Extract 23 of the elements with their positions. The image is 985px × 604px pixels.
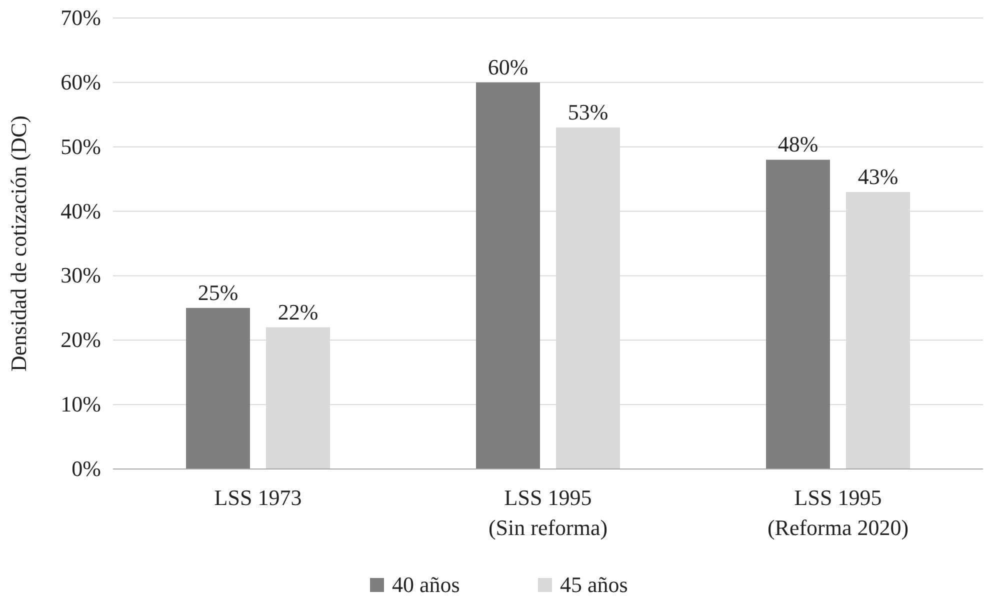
legend-label: 40 años bbox=[392, 572, 460, 597]
data-label: 53% bbox=[568, 100, 608, 125]
x-tick-label: LSS 1973 bbox=[214, 485, 302, 510]
data-label: 25% bbox=[198, 280, 238, 305]
data-label: 22% bbox=[278, 299, 318, 324]
y-axis-title: Densidad de cotización (DC) bbox=[6, 116, 31, 372]
y-tick-label: 0% bbox=[72, 456, 101, 481]
x-tick-label: LSS 1995 (Reforma 2020) bbox=[767, 485, 909, 540]
bar bbox=[476, 82, 540, 469]
y-tick-label: 10% bbox=[60, 392, 101, 417]
y-tick-label: 30% bbox=[60, 262, 101, 288]
data-label: 48% bbox=[778, 132, 818, 157]
x-tick-label: LSS 1995 (Sin reforma) bbox=[488, 485, 608, 540]
legend-label: 45 años bbox=[560, 572, 628, 597]
y-tick-label: 20% bbox=[60, 327, 101, 352]
y-tick-label: 70% bbox=[60, 5, 101, 30]
bar bbox=[186, 308, 250, 469]
y-tick-label: 60% bbox=[60, 69, 101, 94]
data-label: 60% bbox=[488, 54, 528, 80]
data-label: 43% bbox=[858, 164, 898, 189]
y-tick-label: 40% bbox=[60, 198, 101, 224]
bar bbox=[766, 160, 830, 469]
y-tick-label: 50% bbox=[60, 134, 101, 159]
